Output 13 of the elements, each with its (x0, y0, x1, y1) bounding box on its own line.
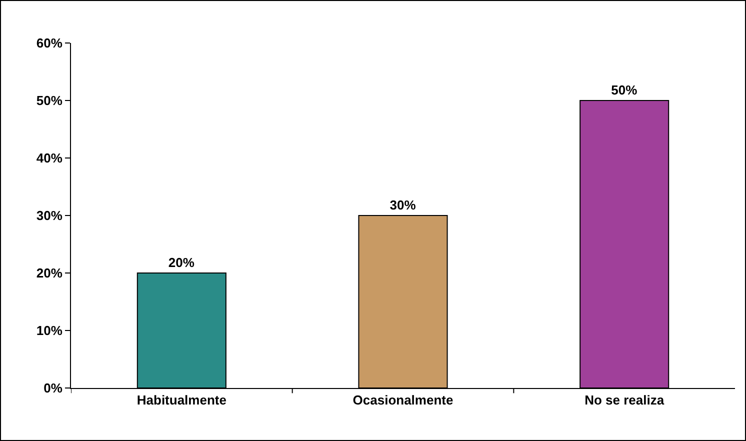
y-tick-label: 50% (36, 93, 63, 108)
y-tick-label: 30% (36, 208, 63, 224)
y-tick-label: 20% (36, 266, 63, 281)
x-tick-label: No se realiza (584, 392, 665, 408)
data-label: 20% (168, 255, 195, 270)
data-label: 30% (390, 198, 416, 212)
y-tick-label: 0% (44, 380, 63, 396)
y-tick-label: 40% (36, 150, 63, 166)
y-tick-label: 10% (36, 323, 63, 338)
x-tick-label: Ocasionalmente (352, 392, 454, 408)
data-label: 50% (611, 82, 638, 98)
y-tick-label: 60% (36, 36, 63, 51)
x-tick-label: Habitualmente (136, 392, 226, 408)
